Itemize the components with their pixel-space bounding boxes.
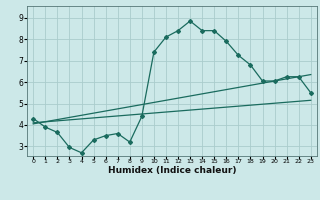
X-axis label: Humidex (Indice chaleur): Humidex (Indice chaleur) — [108, 166, 236, 175]
